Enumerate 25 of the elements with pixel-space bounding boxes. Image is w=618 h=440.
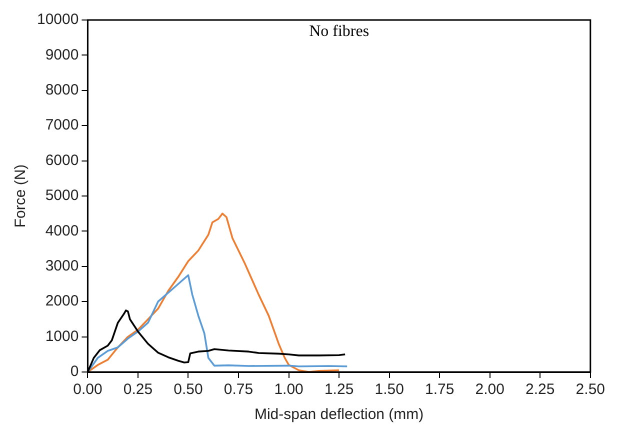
y-tick-label: 3000: [45, 258, 79, 275]
x-axis-title: Mid-span deflection (mm): [254, 406, 424, 424]
x-tick-label: 1.75: [424, 381, 454, 398]
y-tick-label: 2000: [45, 292, 79, 310]
y-tick-label: 8000: [45, 82, 79, 99]
y-axis-title: Force (N): [12, 164, 30, 228]
x-tick-label: 1.00: [274, 381, 304, 398]
x-tick-label: 2.50: [576, 381, 606, 398]
x-tick-label: 2.00: [475, 381, 504, 398]
y-tick-label: 10000: [36, 11, 79, 28]
y-tick-label: 5000: [45, 187, 79, 204]
y-tick-label: 9000: [45, 46, 79, 64]
y-tick-label: 4000: [45, 222, 79, 240]
y-tick-label: 1000: [45, 328, 79, 345]
x-tick-label: 0.75: [224, 381, 254, 398]
chart-title: No fibres: [309, 23, 370, 40]
y-tick-label: 7000: [45, 116, 79, 134]
x-tick-label: 0.00: [73, 381, 102, 398]
x-tick-label: 0.50: [174, 381, 203, 398]
x-tick-label: 1.25: [324, 381, 354, 398]
y-tick-label: 6000: [45, 152, 79, 169]
x-tick-label: 2.25: [526, 381, 555, 398]
y-tick-label: 0: [70, 363, 79, 380]
x-tick-label: 0.25: [123, 381, 153, 398]
x-tick-label: 1.50: [374, 381, 404, 398]
